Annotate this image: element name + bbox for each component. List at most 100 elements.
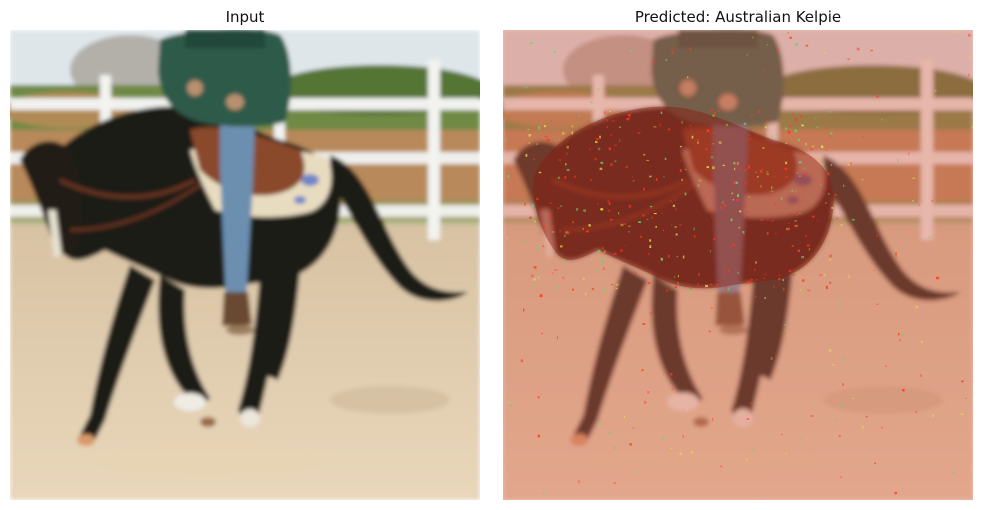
heatmap-speck (599, 135, 601, 139)
heatmap-speck (595, 141, 598, 143)
heatmap-speck (506, 236, 508, 239)
heatmap-speck (928, 236, 931, 238)
heatmap-speck (691, 135, 694, 139)
heatmap-speck (582, 228, 584, 230)
heatmap-speck (825, 149, 828, 152)
heatmap-speck (799, 437, 802, 439)
heatmap-speck (599, 167, 603, 170)
heatmap-speck (790, 124, 792, 128)
heatmap-speck (912, 177, 915, 179)
heatmap-speck (547, 138, 550, 141)
heatmap-speck (874, 462, 876, 465)
heatmap-speck (613, 149, 615, 151)
heatmap-speck (536, 143, 538, 146)
heatmap-speck (661, 212, 663, 214)
heatmap-speck (599, 423, 601, 426)
heatmap-speck (801, 280, 803, 282)
heatmap-speck (649, 245, 652, 248)
heatmap-speck (551, 231, 555, 233)
heatmap-speck (629, 50, 632, 52)
heatmap-speck (734, 167, 736, 171)
heatmap-speck (782, 279, 784, 282)
heatmap-speck (571, 125, 574, 128)
heatmap-speck (766, 231, 769, 235)
heatmap-speck (613, 482, 616, 484)
heatmap-speck (740, 154, 742, 158)
heatmap-speck (705, 148, 708, 151)
heatmap-speck (681, 121, 683, 124)
heatmap-speck (616, 283, 619, 286)
heatmap-speck (566, 231, 570, 235)
heatmap-speck (762, 69, 765, 71)
heatmap-speck (642, 214, 645, 217)
heatmap-speck (560, 205, 563, 208)
heatmap-speck (613, 446, 616, 449)
heatmap-speck (795, 224, 798, 227)
heatmap-speck (677, 282, 679, 285)
heatmap-speck (894, 491, 897, 495)
heatmap-speck (770, 190, 774, 192)
heatmap-speck (528, 142, 531, 144)
heatmap-speck (747, 280, 751, 284)
heatmap-speck (662, 229, 664, 232)
heatmap-speck (825, 187, 827, 189)
heatmap-speck (821, 145, 824, 148)
heatmap-speck (618, 126, 621, 128)
heatmap-speck (689, 125, 692, 127)
heatmap-speck (838, 435, 841, 438)
heatmap-speck (533, 278, 536, 281)
heatmap-speck (554, 51, 556, 54)
heatmap-speck (805, 44, 809, 47)
heatmap-speck (765, 119, 768, 121)
heatmap-speck (776, 49, 779, 51)
heatmap-speck (738, 226, 741, 229)
heatmap-speck (525, 86, 528, 89)
heatmap-speck (623, 223, 626, 225)
heatmap-speck (759, 169, 763, 173)
heatmap-speck (610, 218, 613, 221)
heatmap-speck (638, 221, 641, 223)
heatmap-speck (610, 163, 613, 166)
heatmap-speck (582, 277, 585, 280)
heatmap-speck (778, 277, 781, 281)
heatmap-speck (684, 192, 687, 196)
heatmap-speck (610, 429, 612, 431)
heatmap-speck (564, 234, 566, 237)
heatmap-speck (554, 269, 558, 271)
heatmap-speck (562, 259, 566, 262)
heatmap-speck (606, 126, 608, 128)
heatmap-speck (897, 159, 899, 163)
heatmap-tint (503, 30, 973, 500)
heatmap-speck (600, 208, 604, 211)
heatmap-speck (705, 284, 708, 288)
heatmap-speck (671, 388, 674, 390)
heatmap-speck (852, 397, 855, 399)
heatmap-speck (726, 123, 728, 127)
heatmap-speck (806, 264, 808, 267)
heatmap-speck (918, 204, 920, 206)
heatmap-speck (603, 250, 606, 253)
heatmap-speck (648, 253, 650, 256)
heatmap-speck (596, 138, 599, 141)
heatmap-speck (750, 498, 754, 500)
heatmap-speck (643, 154, 646, 156)
heatmap-speck (639, 235, 643, 238)
heatmap-speck (798, 175, 801, 177)
heatmap-speck (799, 213, 802, 215)
heatmap-speck (635, 471, 638, 473)
heatmap-speck (679, 169, 682, 172)
heatmap-speck (876, 303, 879, 305)
heatmap-speck (794, 220, 797, 222)
heatmap-speck (558, 159, 562, 161)
heatmap-speck (560, 245, 563, 248)
heatmap-speck (755, 261, 757, 264)
heatmap-speck (760, 219, 763, 221)
heatmap-speck (542, 245, 544, 247)
heatmap-speck (797, 249, 800, 252)
input-image-svg (10, 30, 480, 500)
heatmap-speck (670, 448, 672, 450)
heatmap-speck (764, 126, 768, 128)
heatmap-speck (814, 117, 817, 119)
heatmap-speck (707, 180, 709, 183)
heatmap-speck (562, 276, 565, 279)
